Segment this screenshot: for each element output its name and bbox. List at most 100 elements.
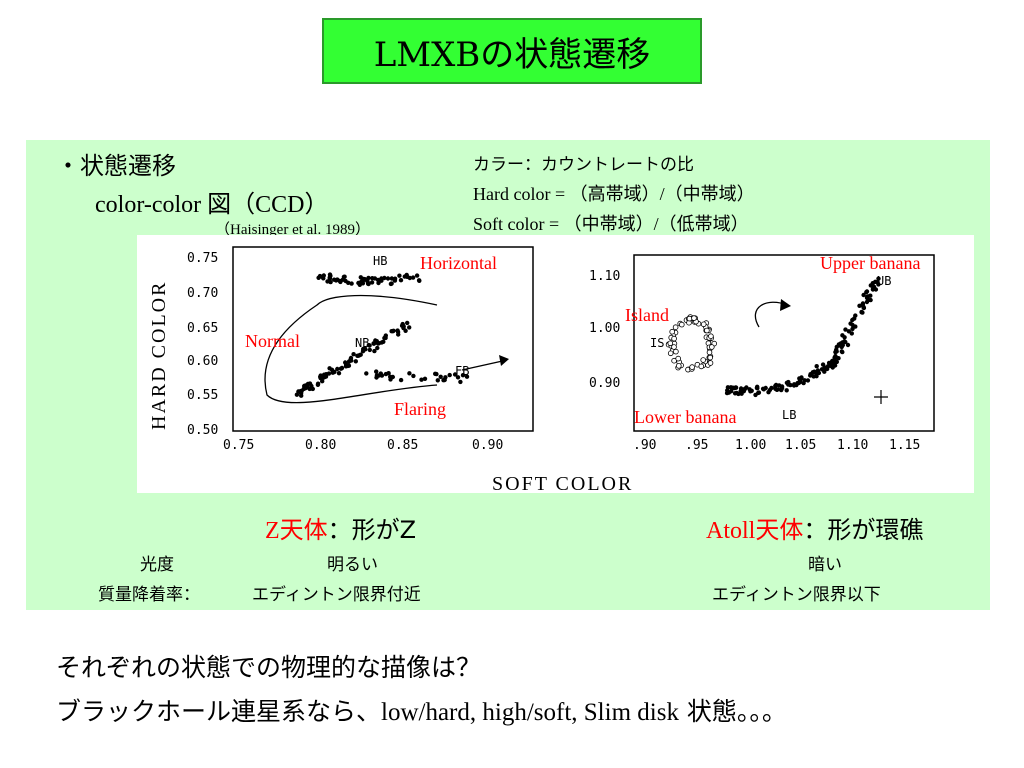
upper-banana-point xyxy=(840,333,845,338)
fb-point xyxy=(386,371,391,376)
hb-point xyxy=(328,279,333,285)
upper-banana-point xyxy=(853,313,858,318)
nb-point xyxy=(396,332,401,337)
hb-point xyxy=(366,275,371,281)
hb-point xyxy=(375,277,381,283)
right-xtick-3: 1.05 xyxy=(785,438,816,453)
z-track-outline xyxy=(264,294,438,404)
bullet-heading: ・状態遷移 xyxy=(56,152,176,180)
lower-banana-point xyxy=(730,385,735,391)
right-ytick-1: 1.00 xyxy=(589,321,620,336)
fb-point xyxy=(364,371,369,376)
hb-point xyxy=(342,274,347,279)
nb-point xyxy=(363,347,368,352)
lower-banana-point xyxy=(738,388,743,394)
hb-point xyxy=(332,277,337,282)
nb-point xyxy=(391,328,396,333)
left-ytick-0: 0.75 xyxy=(187,251,218,266)
right-branch-lb: LB xyxy=(782,408,796,422)
right-ytick-2: 0.90 xyxy=(589,376,620,391)
x-axis-label: SOFT COLOR xyxy=(492,473,633,493)
color-definition-2: Hard color = （高帯域）/（中帯域） xyxy=(473,184,755,204)
hb-point xyxy=(369,280,375,285)
fb-point xyxy=(422,376,428,381)
row2-z-value: エディントン限界付近 xyxy=(252,585,421,605)
hb-point xyxy=(385,276,391,281)
lower-banana-point xyxy=(784,388,789,393)
fb-point xyxy=(411,373,416,379)
nb-point xyxy=(336,371,342,376)
annotation-upper-banana: Upper banana xyxy=(820,253,921,273)
island-point xyxy=(708,333,714,339)
lower-banana-point xyxy=(812,369,817,374)
hb-point xyxy=(321,273,326,278)
left-xtick-1: 0.80 xyxy=(305,438,336,453)
z-red-label: 天体 xyxy=(279,516,328,544)
row1-atoll-value: 暗い xyxy=(808,555,842,575)
upper-banana-point xyxy=(859,310,864,315)
ccd-figure: HARD COLOR SOFT COLOR 0.75 0.70 0.65 0.6… xyxy=(137,235,974,493)
fb-point xyxy=(447,372,452,378)
footer-note-suffix: 状態。。。 xyxy=(678,697,787,726)
annotation-lower-banana: Lower banana xyxy=(634,407,737,427)
lower-banana-point xyxy=(725,385,731,390)
island-point xyxy=(672,324,679,330)
nb-point xyxy=(355,353,360,358)
hb-point xyxy=(402,274,407,279)
ccd-label: color-color 図（CCD） xyxy=(95,192,329,218)
upper-banana-point xyxy=(876,276,881,281)
fb-point xyxy=(464,374,470,379)
island-point xyxy=(673,348,679,355)
island-point xyxy=(706,349,713,356)
fb-point xyxy=(438,374,443,379)
z-prefix: Z xyxy=(265,518,280,544)
lower-banana-point xyxy=(734,390,739,396)
island-point xyxy=(704,327,710,334)
hb-point xyxy=(349,281,354,286)
island-point xyxy=(708,344,715,350)
nb-point xyxy=(349,358,354,363)
fb-point xyxy=(460,373,466,378)
nb-point xyxy=(407,325,412,330)
hb-point xyxy=(414,273,420,278)
lower-banana-point xyxy=(802,378,807,383)
left-ytick-3: 0.60 xyxy=(187,354,218,369)
island-point xyxy=(700,357,706,363)
upper-banana-point xyxy=(860,302,865,307)
lower-banana-point xyxy=(814,364,819,369)
nb-point xyxy=(358,352,363,357)
upper-banana-point xyxy=(843,327,848,332)
fb-point xyxy=(374,369,379,374)
nb-point xyxy=(329,367,335,372)
island-point xyxy=(686,315,693,322)
nb-point xyxy=(399,323,405,328)
lower-banana-point xyxy=(773,382,779,388)
upper-banana-point xyxy=(865,294,871,299)
upper-banana-point xyxy=(829,361,834,366)
nb-point xyxy=(299,393,304,398)
citation: （Haisinger et al. 1989） xyxy=(215,222,370,238)
left-branch-fb: FB xyxy=(455,364,469,378)
nb-point xyxy=(375,345,380,351)
right-xtick-1: .95 xyxy=(685,438,708,453)
upper-banana-point xyxy=(843,339,848,345)
left-ytick-5: 0.50 xyxy=(187,423,218,438)
color-definition-1: カラー：カウントレートの比 xyxy=(473,155,694,175)
upper-banana-point xyxy=(834,359,839,365)
lower-banana-point xyxy=(816,370,822,376)
annotation-flaring: Flaring xyxy=(394,399,446,419)
upper-banana-point xyxy=(876,282,881,287)
atoll-prefix: Atoll xyxy=(706,518,756,544)
hb-point xyxy=(389,276,394,281)
right-xtick-5: 1.15 xyxy=(889,438,920,453)
island-point xyxy=(698,363,705,370)
hb-point xyxy=(410,275,416,280)
upper-banana-point xyxy=(870,281,875,286)
hb-point xyxy=(338,279,343,285)
left-scatter-points xyxy=(294,272,470,398)
annotation-horizontal: Horizontal xyxy=(420,253,497,273)
left-plot-frame xyxy=(232,246,534,432)
hb-point xyxy=(389,281,394,286)
upper-banana-point xyxy=(850,317,855,323)
island-point xyxy=(691,315,697,321)
